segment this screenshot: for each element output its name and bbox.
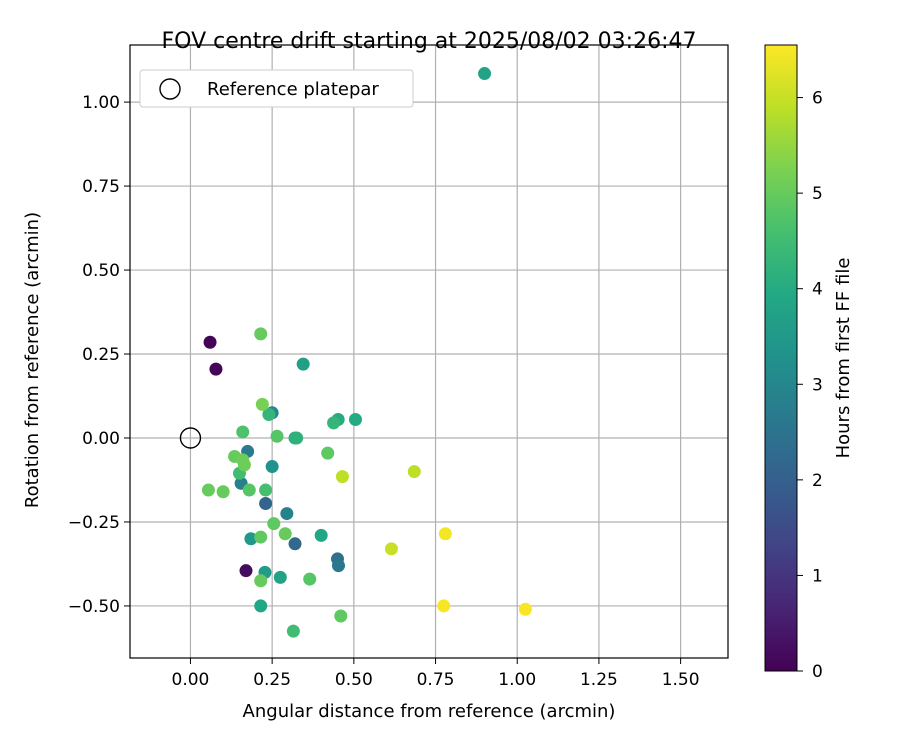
data-point xyxy=(262,407,276,421)
colorbar-label: Hours from first FF file xyxy=(833,258,854,459)
data-point xyxy=(384,542,398,556)
data-point xyxy=(407,465,421,479)
data-point xyxy=(478,67,492,81)
data-point xyxy=(254,327,268,341)
data-point xyxy=(273,570,287,584)
legend-marker-reference xyxy=(159,78,181,100)
data-point xyxy=(216,485,230,499)
data-point xyxy=(303,572,317,586)
data-point xyxy=(270,429,284,443)
y-axis-ticks: −0.50 −0.25 0.00 0.25 0.50 0.75 1.00 xyxy=(68,93,130,617)
data-point xyxy=(331,559,345,573)
data-point xyxy=(280,507,294,521)
data-point xyxy=(267,517,281,531)
y-tick-label: 0.00 xyxy=(82,429,120,449)
data-point xyxy=(327,416,341,430)
plot-frame xyxy=(129,44,729,659)
colorbar-ticks: 0 1 2 3 4 5 6 xyxy=(797,89,823,682)
data-point xyxy=(296,357,310,371)
data-point xyxy=(236,425,250,439)
data-point xyxy=(518,602,532,616)
legend-label-reference: Reference platepar xyxy=(207,79,379,100)
data-point xyxy=(348,413,362,427)
x-tick-label: 0.50 xyxy=(335,670,373,690)
colorbar-tick-label: 6 xyxy=(812,89,823,109)
data-point xyxy=(254,574,268,588)
data-point xyxy=(242,483,256,497)
x-tick-label: 1.25 xyxy=(580,670,618,690)
x-axis-label: Angular distance from reference (arcmin) xyxy=(243,701,616,722)
data-point xyxy=(254,530,268,544)
colorbar-gradient xyxy=(764,44,798,672)
y-tick-label: 1.00 xyxy=(82,93,120,113)
data-point xyxy=(254,599,268,613)
colorbar-tick-label: 3 xyxy=(812,375,823,395)
data-point xyxy=(255,397,269,411)
data-point xyxy=(244,532,258,546)
data-point xyxy=(209,362,223,376)
data-point xyxy=(437,599,451,613)
data-point xyxy=(335,470,349,484)
data-points xyxy=(201,67,532,638)
y-axis-label: Rotation from reference (arcmin) xyxy=(22,212,43,508)
y-tick-label: 0.25 xyxy=(82,345,120,365)
colorbar-tick-label: 5 xyxy=(812,184,823,204)
data-point xyxy=(288,537,302,551)
colorbar-tick-label: 2 xyxy=(812,471,823,491)
legend: Reference platepar xyxy=(139,69,414,108)
data-point xyxy=(201,483,215,497)
colorbar: 0 1 2 3 4 5 6 Hours from first FF file xyxy=(764,44,854,682)
data-point xyxy=(239,564,253,578)
data-point xyxy=(259,483,273,497)
data-point xyxy=(265,460,279,474)
x-tick-label: 0.25 xyxy=(253,670,291,690)
x-tick-label: 0.75 xyxy=(417,670,455,690)
y-tick-label: 0.50 xyxy=(82,261,120,281)
data-point xyxy=(321,446,335,460)
y-tick-label: −0.50 xyxy=(68,597,120,617)
colorbar-tick-label: 0 xyxy=(812,662,823,682)
colorbar-tick-label: 1 xyxy=(812,566,823,586)
grid-lines xyxy=(130,45,728,658)
data-point xyxy=(278,527,292,541)
legend-box xyxy=(139,69,414,108)
data-point xyxy=(438,527,452,541)
x-tick-label: 1.50 xyxy=(662,670,700,690)
chart-title: FOV centre drift starting at 2025/08/02 … xyxy=(162,29,697,54)
data-point xyxy=(286,624,300,638)
x-tick-label: 0.00 xyxy=(172,670,210,690)
y-tick-label: −0.25 xyxy=(68,513,120,533)
x-tick-label: 1.00 xyxy=(498,670,536,690)
data-point xyxy=(314,528,328,542)
data-point xyxy=(290,431,304,445)
data-point xyxy=(203,335,217,349)
x-axis-ticks: 0.00 0.25 0.50 0.75 1.00 1.25 1.50 xyxy=(172,658,700,690)
y-tick-label: 0.75 xyxy=(82,177,120,197)
data-point xyxy=(334,609,348,623)
reference-point-marker xyxy=(179,427,202,449)
data-point xyxy=(259,496,273,510)
data-point xyxy=(237,458,251,472)
colorbar-tick-label: 4 xyxy=(812,280,823,300)
